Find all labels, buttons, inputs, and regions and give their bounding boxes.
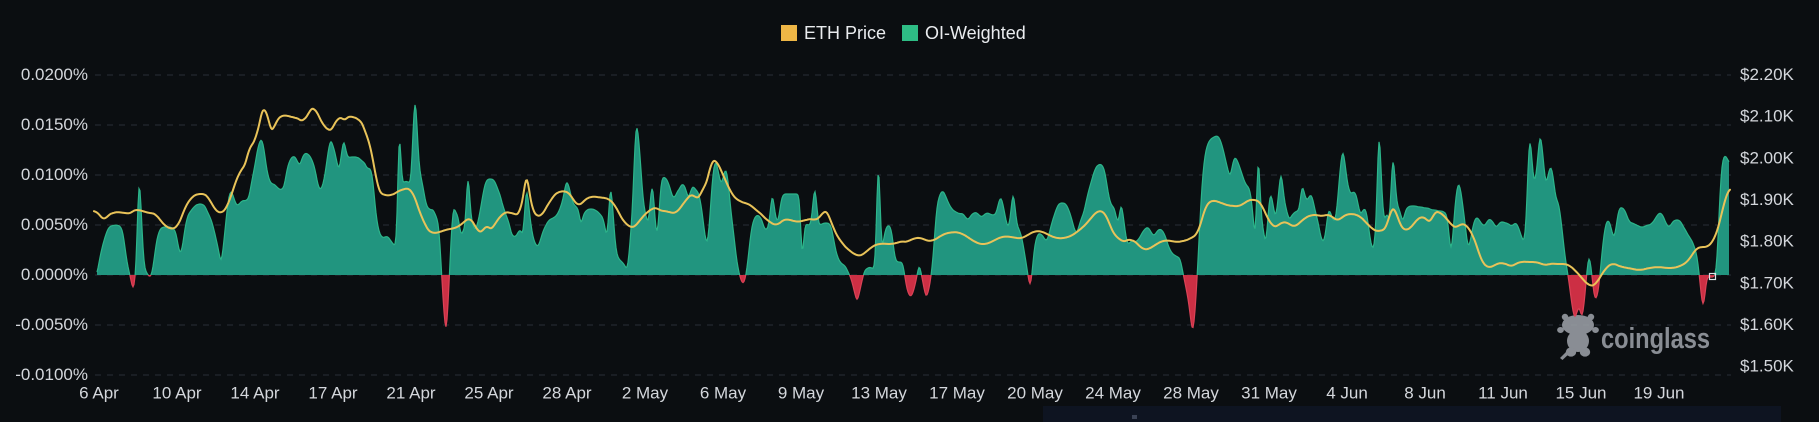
svg-text:0.0100%: 0.0100% bbox=[21, 165, 88, 184]
svg-text:28 May: 28 May bbox=[1163, 384, 1219, 403]
svg-text:0.0050%: 0.0050% bbox=[21, 215, 88, 234]
svg-text:14 Apr: 14 Apr bbox=[230, 384, 279, 403]
svg-text:$1.60K: $1.60K bbox=[1740, 315, 1795, 334]
svg-text:OI-Weighted: OI-Weighted bbox=[925, 23, 1026, 43]
svg-text:4 Jun: 4 Jun bbox=[1326, 384, 1368, 403]
svg-text:25 Apr: 25 Apr bbox=[464, 384, 513, 403]
svg-text:ETH Price: ETH Price bbox=[804, 23, 886, 43]
svg-text:24 May: 24 May bbox=[1085, 384, 1141, 403]
svg-text:13 May: 13 May bbox=[851, 384, 907, 403]
svg-text:6 May: 6 May bbox=[700, 384, 747, 403]
svg-text:$1.70K: $1.70K bbox=[1740, 273, 1795, 292]
svg-text:31 May: 31 May bbox=[1241, 384, 1297, 403]
svg-text:9 May: 9 May bbox=[778, 384, 825, 403]
svg-text:$2.20K: $2.20K bbox=[1740, 65, 1795, 84]
svg-text:$1.90K: $1.90K bbox=[1740, 190, 1795, 209]
svg-text:15 Jun: 15 Jun bbox=[1555, 384, 1606, 403]
svg-text:21 Apr: 21 Apr bbox=[386, 384, 435, 403]
svg-text:$2.00K: $2.00K bbox=[1740, 148, 1795, 167]
svg-text:coinglass: coinglass bbox=[1601, 323, 1710, 355]
svg-text:$1.80K: $1.80K bbox=[1740, 232, 1795, 251]
svg-text:2 May: 2 May bbox=[622, 384, 669, 403]
svg-text:20 May: 20 May bbox=[1007, 384, 1063, 403]
svg-text:6 Apr: 6 Apr bbox=[79, 384, 119, 403]
svg-text:$2.10K: $2.10K bbox=[1740, 107, 1795, 126]
svg-text:28 Apr: 28 Apr bbox=[542, 384, 591, 403]
svg-text:11 Jun: 11 Jun bbox=[1478, 384, 1528, 403]
svg-text:0.0000%: 0.0000% bbox=[21, 265, 88, 284]
svg-text:17 May: 17 May bbox=[929, 384, 985, 403]
svg-text:0.0200%: 0.0200% bbox=[21, 65, 88, 84]
svg-text:-0.0050%: -0.0050% bbox=[15, 315, 88, 334]
svg-text:19 Jun: 19 Jun bbox=[1633, 384, 1684, 403]
svg-text:$1.50K: $1.50K bbox=[1740, 357, 1795, 376]
svg-text:0.0150%: 0.0150% bbox=[21, 115, 88, 134]
svg-text:-0.0100%: -0.0100% bbox=[15, 365, 88, 384]
svg-text:10 Apr: 10 Apr bbox=[152, 384, 201, 403]
svg-text:17 Apr: 17 Apr bbox=[308, 384, 357, 403]
svg-text:8 Jun: 8 Jun bbox=[1404, 384, 1446, 403]
